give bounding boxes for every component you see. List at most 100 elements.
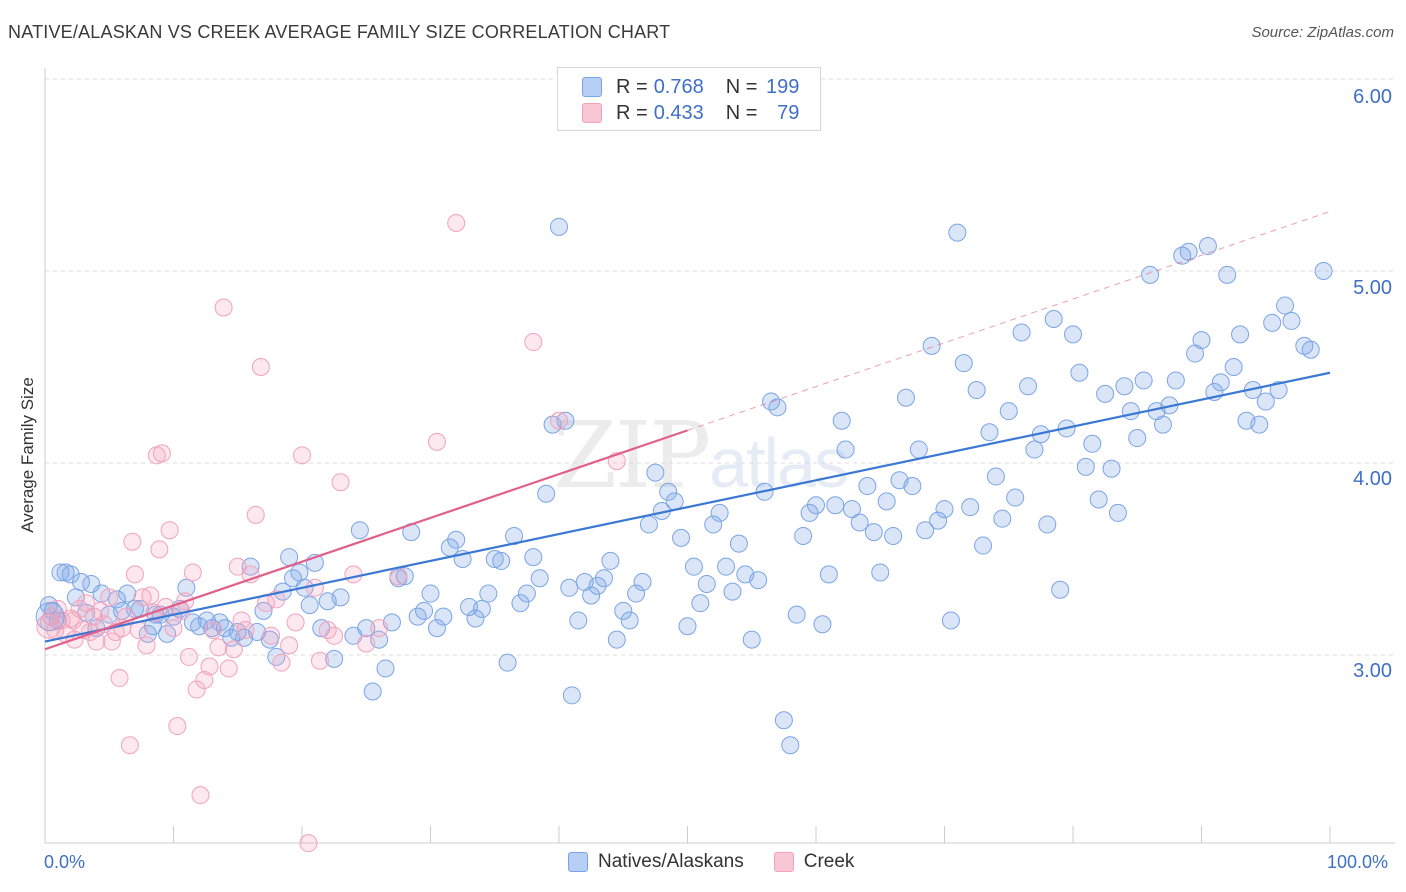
creek-point [100, 588, 119, 607]
natives-point [768, 398, 787, 417]
natives-point [807, 496, 825, 515]
natives-point [819, 565, 838, 584]
creek-point [447, 214, 466, 232]
natives-point [427, 619, 446, 638]
natives-point [717, 557, 736, 576]
natives-point [1224, 358, 1243, 376]
creek-point [179, 647, 198, 666]
natives-point [1128, 429, 1147, 448]
natives-point [948, 223, 967, 242]
natives-point [884, 526, 903, 545]
natives-point [935, 500, 954, 519]
natives-point [633, 573, 652, 592]
legend-row-creek: R = 0.433 N = 79 [582, 101, 799, 125]
legend-row-natives: R = 0.768 N = 199 [582, 75, 799, 99]
natives-point [646, 463, 665, 482]
creek-point [137, 636, 156, 655]
natives-point [941, 611, 960, 630]
n-label: N = [725, 101, 758, 124]
natives-point [858, 477, 877, 496]
natives-point [710, 503, 729, 522]
natives-point [729, 534, 748, 553]
natives-point [929, 511, 948, 530]
natives-point [1282, 311, 1301, 330]
natives-point [1076, 457, 1095, 476]
r-value: 0.433 [653, 101, 704, 124]
creek-point [232, 611, 251, 630]
natives-point [485, 550, 504, 568]
natives-point [1038, 515, 1057, 534]
natives-point [395, 567, 414, 586]
natives-point [659, 482, 678, 501]
natives-point [472, 599, 491, 618]
legend-item-natives[interactable]: Natives/Alaskans [568, 851, 744, 873]
natives-point [466, 609, 485, 628]
natives-point [1192, 331, 1211, 350]
creek-point [299, 834, 318, 853]
natives-point [749, 571, 768, 590]
natives-point [61, 565, 80, 584]
natives-point [1019, 377, 1038, 396]
natives-point [550, 217, 568, 236]
natives-point [35, 602, 65, 632]
creek-point [200, 657, 219, 676]
natives-swatch [568, 852, 588, 872]
natives-point [1141, 265, 1160, 284]
natives-point [723, 582, 742, 601]
creek-point [110, 669, 129, 688]
creek-point [524, 333, 543, 352]
creek-point [325, 626, 344, 645]
natives-point [774, 711, 793, 730]
legend-item-creek[interactable]: Creek [773, 851, 854, 873]
r-label: R = [616, 101, 648, 124]
natives-point [794, 526, 813, 545]
natives-point [560, 578, 579, 597]
creek-point [550, 411, 568, 430]
r-value: 0.768 [653, 75, 704, 98]
creek-point [123, 532, 142, 551]
natives-point [627, 584, 646, 603]
natives-point [1064, 325, 1082, 344]
natives-point [1218, 265, 1237, 284]
creek-point [280, 636, 299, 655]
natives-point [836, 440, 855, 459]
natives-point [620, 611, 639, 630]
creek-point [77, 594, 96, 613]
creek-point [61, 609, 80, 628]
creek-point [209, 638, 228, 657]
natives-point [1153, 415, 1172, 434]
natives-point [1115, 377, 1134, 396]
natives-point [832, 411, 851, 430]
creek-point [102, 632, 121, 651]
natives-point [1025, 440, 1044, 459]
natives-point [530, 569, 549, 588]
creek-point [187, 680, 206, 699]
natives-point [492, 551, 511, 570]
creek-point [310, 651, 329, 670]
natives-point [556, 411, 575, 430]
creek-trend-line [44, 429, 688, 651]
natives-point [363, 682, 382, 701]
natives-swatch [582, 77, 602, 97]
creek-point [251, 358, 270, 376]
natives-point [1121, 402, 1140, 421]
creek-point [357, 634, 376, 653]
natives-point [177, 578, 196, 597]
creek-point [133, 588, 152, 607]
creek-point [164, 619, 183, 638]
creek-point [389, 567, 408, 586]
natives-point [678, 617, 697, 636]
natives-point [479, 584, 498, 603]
creek-point [168, 717, 187, 736]
y-tick-label: 6.00 [1353, 86, 1392, 108]
natives-point [967, 381, 986, 400]
natives-point [1096, 384, 1115, 403]
natives-point [447, 530, 466, 549]
creek-point [214, 298, 233, 317]
natives-point [742, 630, 761, 649]
n-value: 79 [777, 101, 800, 124]
natives-point [210, 613, 229, 632]
natives-point [607, 630, 626, 649]
n-label: N = [725, 75, 758, 98]
